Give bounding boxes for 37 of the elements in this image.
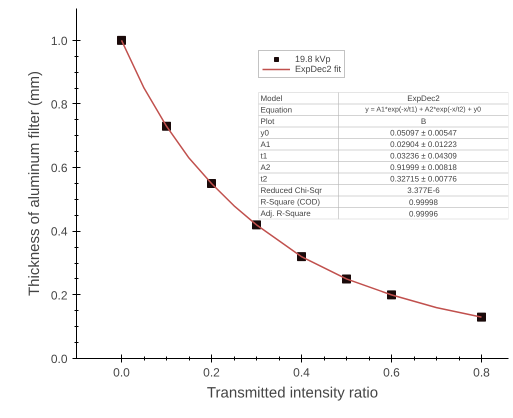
annotation: 0.99996 bbox=[409, 209, 439, 218]
annotation: B bbox=[420, 116, 426, 126]
annotation: 0.32715 ± 0.00776 bbox=[390, 174, 458, 184]
annotation: y0 bbox=[260, 128, 270, 138]
legend-label: ExpDec2 fit bbox=[295, 64, 342, 74]
annotation: Adj. R-Square bbox=[260, 208, 312, 218]
annotation: t2 bbox=[260, 174, 268, 184]
x-tick-label: 0.4 bbox=[293, 366, 310, 380]
x-tick-label: 0.6 bbox=[383, 366, 400, 380]
y-tick-label: 0.8 bbox=[50, 97, 68, 112]
annotation: 0.91999 ± 0.00818 bbox=[390, 162, 458, 172]
annotation: 0.02904 ± 0.01223 bbox=[390, 140, 458, 149]
y-tick-label: 0.4 bbox=[50, 224, 68, 239]
y-tick-label: 0.0 bbox=[50, 352, 68, 366]
annotation: Reduced Chi-Sqr bbox=[260, 186, 322, 195]
x-tick-label: 0.0 bbox=[113, 366, 130, 380]
x-tick-label: 0.2 bbox=[203, 366, 220, 380]
annotation: 0.99998 bbox=[409, 198, 439, 207]
annotation: 3.377E-6 bbox=[407, 186, 440, 195]
x-tick-label: 0.8 bbox=[473, 366, 490, 380]
annotation: A2 bbox=[260, 162, 271, 172]
y-tick-label: 0.2 bbox=[50, 288, 68, 302]
annotation: t1 bbox=[260, 151, 268, 160]
annotation: 0.03236 ± 0.04309 bbox=[390, 151, 458, 160]
annotation: R-Square (COD) bbox=[260, 197, 320, 206]
annotation: Plot bbox=[260, 116, 276, 126]
annotation: Model bbox=[260, 94, 283, 103]
y-axis-title: Thickness of aluminum filter (mm) bbox=[26, 70, 43, 296]
annotation: A1 bbox=[260, 140, 271, 149]
legend-label: 19.8 kVp bbox=[295, 54, 331, 64]
annotation: ExpDec2 bbox=[407, 94, 440, 103]
y-tick-label: 0.6 bbox=[50, 161, 68, 176]
point bbox=[477, 312, 486, 322]
y-tick-label: 1.0 bbox=[50, 34, 68, 48]
annotation: Equation bbox=[260, 105, 292, 114]
annotation: 0.05097 ± 0.00547 bbox=[390, 128, 458, 138]
x-axis-title: Transmitted intensity ratio bbox=[206, 384, 378, 402]
